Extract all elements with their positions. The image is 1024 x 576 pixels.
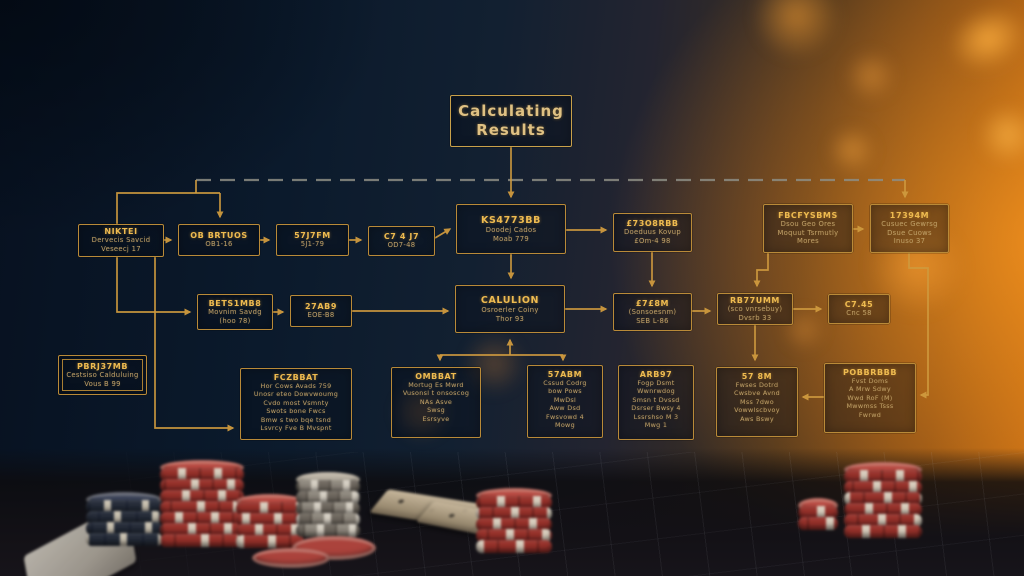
flow-box-body: Movnim Savdg (hoo 78) [208,307,262,325]
bokeh-light [782,308,826,352]
flow-box-body: OB1-16 [205,240,233,249]
flow-box-body: Cssud Codrg bow Pows MwDsl Aww Dsd Fwsvo… [543,379,587,430]
bokeh-light [392,382,452,442]
flow-box-title: RB77UMM [729,295,780,305]
flow-box-body: Mortug Es Mwrd Vusonsl t onsoscog NAs As… [402,381,470,423]
flow-box-body: Dsou Geo Ores Moquut Tsrmutly Mores [777,219,839,246]
flow-box-body: 5J1-79 [300,240,325,249]
flow-box-body: EOE-B8 [307,311,335,320]
poker-chip-stack-navy [86,492,162,552]
flow-box-title: 27AB9 [305,302,337,312]
flat-chip [252,548,330,568]
flow-box-57j7fm: 57J7FM 5J1-79 [276,224,349,256]
flow-box-body: Hor Cows Avads 759 Unosr eteo Dowvwoumg … [253,382,339,433]
flow-box-title: PBRJ37MB [76,361,129,371]
flow-box-fczbbat: FCZBBAT Hor Cows Avads 759 Unosr eteo Do… [240,368,352,440]
flow-box-fbcfysbms: FBCFYSBMS Dsou Geo Ores Moquut Tsrmutly … [763,204,853,253]
flow-box-body: Cusuec Gewrsg Dsue Cuows Inuso 37 [881,219,938,246]
flow-box-arb97: ARB97 Fogp Dsmt Wwnrwdog Smsn t Dvssd Ds… [618,365,694,440]
flow-box-body: Osroerler Coiny Thor 93 [481,305,539,323]
flow-box-rb77umm: RB77UMM (sco vnrsebuy) Dvsrb 33 [717,293,793,325]
flow-box-body: (sco vnrsebuy) Dvsrb 33 [727,304,783,322]
flow-box-title: C7 4 J7 [383,232,420,242]
bokeh-light [462,332,526,396]
flow-box-title: FCZBBAT [273,373,319,382]
flow-box-body: Fvst Doms A Mrw Sdwy Wwd RoF (M) Mwwmss … [846,377,894,419]
flow-box-calulion: CALULION Osroerler Coiny Thor 93 [455,285,565,333]
flow-box-title: NIKTEI [104,227,138,237]
flow-box-title: CALULION [480,294,540,306]
flow-box-title: £7£8M [635,298,670,308]
poker-chip-stack-grey [296,472,360,538]
flow-box-title: OMBBAT [415,372,457,381]
bokeh-light [845,50,897,102]
flow-box-c745: C7.45 Cnc 58 [828,294,890,324]
flow-box-title: Calculating Results [458,102,564,139]
flow-box-body: (Sonsoesnm) SEB L-86 [628,307,677,325]
flow-box-niktei: NIKTEI Dervecis Savcid Veseecj 17 [78,224,164,257]
flow-box-body: Dervecis Savcid Veseecj 17 [91,236,151,253]
flow-box-body: Cnc 58 [846,309,872,318]
flow-box-title: BETS1MB8 [208,298,262,308]
poker-chip-stack-red-mid [476,488,552,554]
flow-box-pbrj37mb: PBRJ37MB Cestsiso Calduluing Vous B 99 [58,355,147,395]
flow-box-obbrtuos: OB BRTUOS OB1-16 [178,224,260,256]
flow-box-title: 57J7FM [294,231,331,241]
flow-box-27ab9: 27AB9 EOE-B8 [290,295,352,327]
flow-box-title: ARB97 [639,370,673,379]
flow-box-title: C7.45 [844,300,874,310]
flow-box-title: KS4773BB [481,214,541,226]
flow-box-title: FBCFYSBMS [778,210,838,220]
flow-box-57abm: 57ABM Cssud Codrg bow Pows MwDsl Aww Dsd… [527,365,603,438]
flow-box-body: Fogp Dsmt Wwnrwdog Smsn t Dvssd Dsrser B… [631,379,681,430]
flow-box-title: 57ABM [547,370,583,379]
flow-box-title: POBBRBBB [842,368,898,377]
flow-box-bets1mb8: BETS1MB8 Movnim Savdg (hoo 78) [197,294,273,330]
flow-box-ombbat: OMBBAT Mortug Es Mwrd Vusonsl t onsoscog… [391,367,481,438]
flow-box-calculating-results: Calculating Results [450,95,572,147]
poker-chip-stack-red-small-right [798,498,838,538]
flow-box-7e8m: £7£8M (Sonsoesnm) SEB L-86 [613,293,692,331]
poker-chip-stack-red-2 [236,494,304,552]
flow-box-73o8rbb: £73O8RBB Doeduus Kovup £Om-4 98 [613,213,692,252]
flow-box-title: OB BRTUOS [190,231,248,241]
flow-box-body: Doodej Cados Moab 779 [485,225,537,243]
flow-box-ks4773bb: KS4773BB Doodej Cados Moab 779 [456,204,566,254]
bokeh-light [828,126,876,174]
flow-box-body: OD7-48 [387,241,416,250]
poker-chip-stack-red-tall-right [844,462,922,542]
flow-box-title: 57 8M [741,372,773,381]
flow-box-c74j7: C7 4 J7 OD7-48 [368,226,435,256]
flow-box-body: Doeduus Kovup £Om-4 98 [623,228,682,245]
flow-box-pobbrbbb: POBBRBBB Fvst Doms A Mrw Sdwy Wwd RoF (M… [824,363,916,433]
flow-box-body: Cestsiso Calduluing Vous B 99 [66,370,139,388]
flow-box-title: 17394M [889,210,930,220]
flow-box-17394m: 17394M Cusuec Gewrsg Dsue Cuows Inuso 37 [870,204,949,253]
bokeh-light [978,105,1024,165]
flow-box-578m: 57 8M Fwses Dotrd Cwsbve Avnd Mss 7dwo V… [716,367,798,437]
poker-chip-stack-red-tall-left [160,460,244,550]
flow-box-title: £73O8RBB [626,219,679,229]
flow-box-body: Fwses Dotrd Cwsbve Avnd Mss 7dwo Vowwlsc… [733,381,780,423]
